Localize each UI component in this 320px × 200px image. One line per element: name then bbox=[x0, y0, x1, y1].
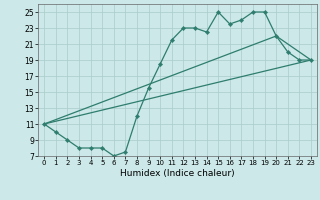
X-axis label: Humidex (Indice chaleur): Humidex (Indice chaleur) bbox=[120, 169, 235, 178]
